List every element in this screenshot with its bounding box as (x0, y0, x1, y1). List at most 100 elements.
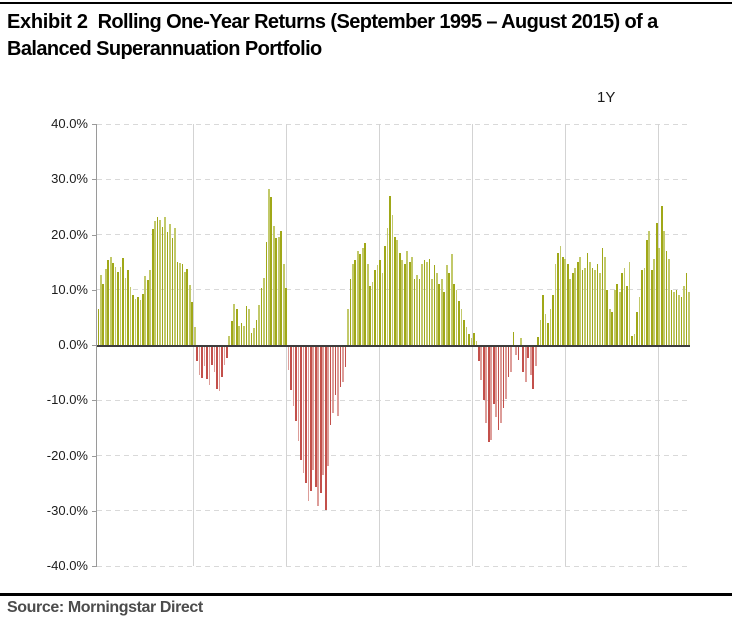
bar (549, 308, 552, 345)
bar (127, 270, 129, 345)
bar (621, 273, 623, 345)
bar (342, 347, 344, 383)
bar (164, 216, 166, 345)
bar (643, 267, 646, 345)
bar (332, 347, 334, 414)
y-axis-tick (92, 345, 97, 346)
bar (198, 347, 201, 375)
y-axis-label: -30.0% (46, 502, 88, 518)
bar (562, 256, 564, 345)
bar (305, 347, 307, 483)
bar (287, 347, 290, 371)
bar (371, 282, 374, 345)
bar (201, 347, 203, 378)
bar (300, 347, 302, 460)
bar (156, 217, 159, 345)
y-axis-tick (92, 179, 97, 181)
bar (146, 279, 149, 345)
bar (386, 227, 389, 345)
bar (406, 251, 409, 345)
y-axis-label: -20.0% (46, 447, 88, 463)
y-axis-tick (92, 124, 97, 125)
bar (260, 287, 263, 345)
bar (599, 273, 601, 345)
bar (584, 267, 586, 345)
bar (255, 319, 258, 345)
bar (181, 264, 184, 345)
bar (179, 263, 181, 345)
bar (515, 347, 517, 356)
bar (339, 347, 342, 387)
bar (265, 242, 268, 345)
bar (589, 262, 591, 345)
bar (665, 251, 668, 345)
bar (188, 284, 191, 345)
bar (290, 347, 292, 391)
bar (228, 336, 231, 345)
bar (233, 304, 236, 345)
bar (159, 220, 161, 345)
bar (297, 347, 300, 441)
bar (418, 278, 421, 345)
bar (191, 301, 194, 345)
bar (529, 347, 532, 375)
bar (238, 326, 241, 345)
bar (361, 247, 364, 345)
bar (235, 308, 238, 345)
bar (683, 286, 685, 345)
bar (520, 338, 522, 345)
bar (678, 295, 680, 345)
bar (448, 273, 451, 345)
bar (532, 347, 535, 389)
bar (413, 278, 416, 345)
chart-title: Exhibit 2 Rolling One-Year Returns (Sept… (7, 9, 723, 63)
bar (171, 237, 174, 345)
bar (591, 267, 594, 345)
bar (443, 291, 446, 345)
bar (295, 347, 297, 422)
bar (604, 256, 606, 345)
bar (431, 278, 433, 345)
y-axis-label: 20.0% (51, 226, 88, 242)
bar (482, 347, 485, 401)
bar (208, 347, 211, 386)
bar (502, 347, 505, 408)
bar (641, 269, 643, 345)
bar (245, 306, 248, 345)
bar (324, 347, 327, 510)
bar (114, 266, 117, 345)
bar (307, 347, 310, 501)
bar (675, 289, 678, 345)
y-axis-tick (92, 234, 97, 236)
bar (97, 309, 100, 345)
bar (107, 260, 110, 345)
bar (663, 231, 665, 345)
bar (319, 347, 322, 493)
bar (544, 314, 547, 345)
bar (329, 347, 332, 426)
bar (465, 326, 468, 345)
bar (421, 264, 423, 345)
bar (216, 347, 218, 389)
bar (394, 236, 396, 345)
bar (258, 305, 260, 345)
bar (571, 273, 574, 345)
bar (124, 277, 127, 345)
bar (104, 268, 107, 345)
bar (618, 291, 621, 345)
title-line-2: Balanced Superannuation Portfolio (7, 38, 322, 60)
bar (440, 278, 443, 345)
bar (495, 347, 497, 417)
bar (376, 265, 379, 345)
bar (277, 236, 280, 345)
bar (623, 267, 626, 345)
bar (396, 240, 399, 345)
bar (660, 205, 663, 345)
bar (522, 347, 525, 372)
bar (102, 284, 105, 345)
bar (122, 257, 124, 345)
bar (557, 253, 559, 345)
bar (344, 347, 347, 367)
bar (673, 291, 675, 345)
bar (554, 264, 557, 345)
